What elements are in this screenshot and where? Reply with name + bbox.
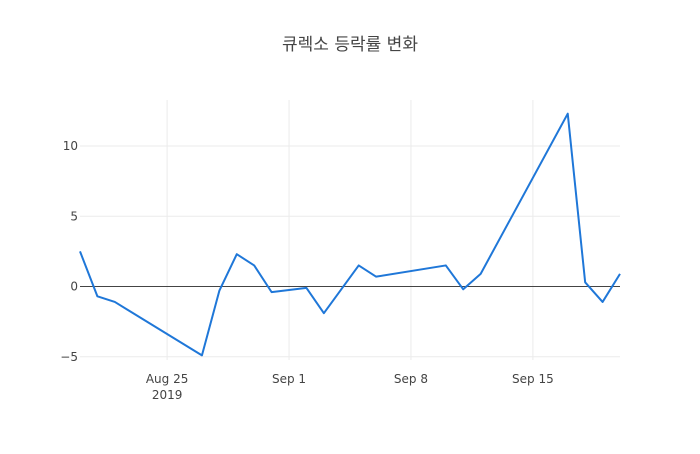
x-axis: Aug 25 2019 Sep 1 Sep 8 Sep 15 xyxy=(146,372,554,402)
y-tick-label: 5 xyxy=(70,209,78,223)
y-tick-label: −5 xyxy=(60,350,78,364)
grid xyxy=(80,100,620,360)
chart-title: 큐렉소 등락률 변화 xyxy=(282,35,418,55)
series-layer xyxy=(79,112,621,357)
y-axis: −5 0 5 10 xyxy=(60,139,78,364)
x-tick-label: Sep 1 xyxy=(272,372,306,386)
series-line xyxy=(79,112,621,357)
x-tick-sublabel: 2019 xyxy=(152,388,183,402)
x-tick-label: Sep 8 xyxy=(394,372,428,386)
y-tick-label: 0 xyxy=(70,280,78,294)
x-tick-label: Aug 25 xyxy=(146,372,189,386)
y-tick-label: 10 xyxy=(63,139,78,153)
x-tick-label: Sep 15 xyxy=(512,372,554,386)
